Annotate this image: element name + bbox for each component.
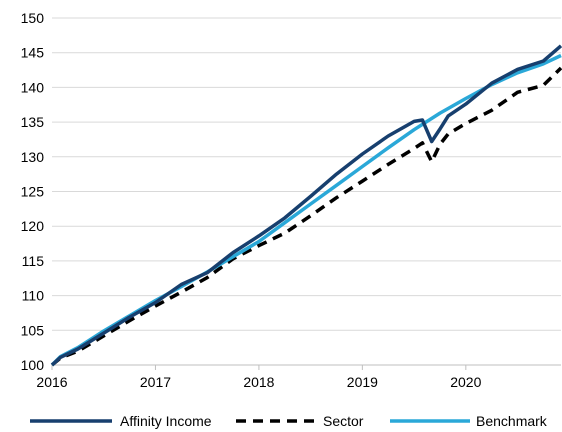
- y-tick-label: 100: [21, 357, 45, 373]
- grid-lines: [52, 17, 561, 331]
- x-tick-label: 2018: [243, 374, 274, 390]
- legend-label-affinity-income: Affinity Income: [120, 413, 212, 429]
- y-tick-label: 115: [22, 253, 45, 269]
- x-tick-label: 2020: [450, 374, 481, 390]
- series-line-sector: [50, 66, 562, 367]
- y-tick-label: 120: [21, 218, 45, 234]
- x-tick-label: 2017: [140, 374, 171, 390]
- x-tick-label: 2019: [347, 374, 378, 390]
- legend: Affinity Income Sector Benchmark: [30, 413, 548, 429]
- legend-label-benchmark: Benchmark: [476, 413, 548, 429]
- series-lines: [50, 44, 562, 367]
- y-tick-label: 130: [21, 149, 45, 165]
- y-tick-label: 105: [21, 322, 45, 338]
- y-tick-label: 110: [22, 288, 45, 304]
- axes: 100 105 110 115 120 125 130 135 140 145 150 2016 201…: [21, 10, 561, 390]
- y-tick-label: 150: [21, 10, 45, 26]
- x-tick-label: 2016: [36, 374, 67, 390]
- y-tick-label: 140: [21, 79, 45, 95]
- series-line-affinity-income: [50, 44, 562, 367]
- legend-label-sector: Sector: [323, 413, 364, 429]
- y-tick-label: 145: [21, 45, 45, 61]
- y-tick-label: 125: [21, 184, 45, 200]
- y-tick-label: 135: [21, 114, 45, 130]
